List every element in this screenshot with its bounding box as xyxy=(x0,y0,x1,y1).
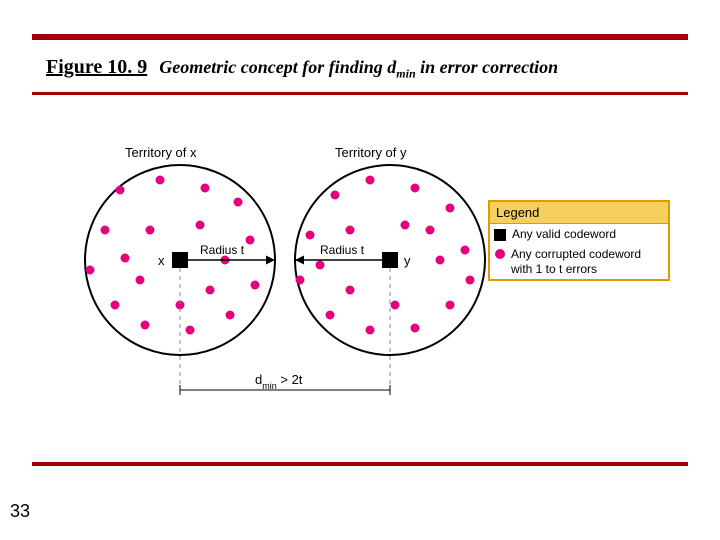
legend-square-icon xyxy=(494,229,506,241)
svg-text:y: y xyxy=(404,253,411,268)
svg-text:Territory of x: Territory of x xyxy=(125,145,197,160)
page-number: 33 xyxy=(10,501,30,522)
svg-text:x: x xyxy=(158,253,165,268)
legend-row1-text: Any valid codeword xyxy=(512,227,616,241)
figure-caption: Geometric concept for finding dmin in er… xyxy=(159,57,558,77)
svg-text:Radius t: Radius t xyxy=(320,243,365,257)
bottom-red-bar xyxy=(32,462,688,466)
figure-number: Figure 10. 9 xyxy=(46,56,147,78)
legend-row2-text: Any corrupted codeword with 1 to t error… xyxy=(511,247,664,276)
legend-dot-icon xyxy=(495,249,505,259)
legend-box: Legend Any valid codeword Any corrupted … xyxy=(488,200,670,281)
svg-text:Territory of y: Territory of y xyxy=(335,145,407,160)
figure-title-row: Figure 10. 9 Geometric concept for findi… xyxy=(46,56,688,82)
caption-pre: Geometric concept for finding d xyxy=(159,57,396,77)
svg-text:dmin > 2t: dmin > 2t xyxy=(255,372,303,391)
top-red-bar xyxy=(32,34,688,40)
title-underline-bar xyxy=(32,92,688,95)
geometric-diagram: Territory of x Territory of y x y Radius t Ra… xyxy=(50,130,490,410)
caption-post: in error correction xyxy=(416,57,559,77)
legend-row-corrupted: Any corrupted codeword with 1 to t error… xyxy=(490,244,668,279)
svg-text:Radius t: Radius t xyxy=(200,243,245,257)
legend-row-codeword: Any valid codeword xyxy=(490,224,668,244)
legend-title: Legend xyxy=(490,202,668,224)
caption-sub: min xyxy=(396,67,415,81)
diagram-area: Territory of x Territory of y x y Radius t Ra… xyxy=(50,130,670,430)
